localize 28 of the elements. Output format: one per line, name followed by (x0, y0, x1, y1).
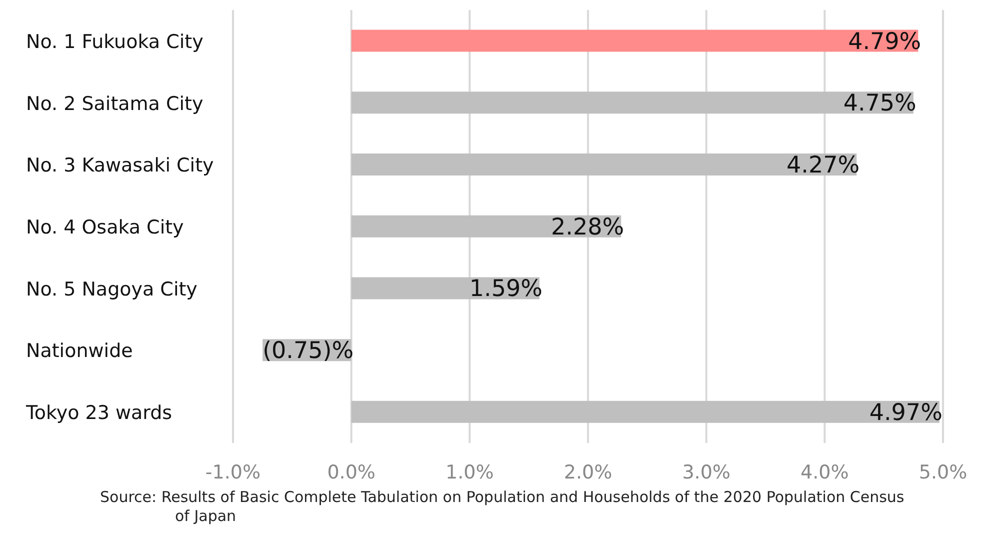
bar (351, 30, 918, 52)
x-tick-label: 4.0% (800, 461, 849, 484)
x-tick-label: -1.0% (205, 461, 261, 484)
bar (351, 277, 540, 300)
y-tick-label: No. 2 Saitama City (26, 92, 204, 115)
x-tick-label: 3.0% (682, 461, 730, 484)
bar (351, 92, 914, 114)
y-tick-label: Tokyo 23 wards (25, 402, 172, 424)
x-tick-label: 1.0% (446, 461, 494, 484)
data-label: 1.59% (469, 276, 542, 302)
x-tick-label: 2.0% (564, 461, 612, 484)
data-label: 4.75% (843, 90, 916, 117)
y-tick-label: Nationwide (26, 340, 133, 362)
data-label: 4.97% (869, 400, 942, 426)
bar (351, 154, 857, 176)
x-tick-label: 5.0% (918, 461, 968, 484)
source-note: Source: Results of Basic Complete Tabulation on Population and Households of the 2020 Population Census of Japan (100, 488, 906, 526)
bar (351, 400, 940, 423)
bar (351, 215, 622, 238)
y-tick-label: No. 3 Kawasaki City (26, 154, 214, 177)
y-tick-label: No. 4 Osaka City (26, 216, 184, 238)
data-label: 4.27% (786, 152, 860, 179)
data-label: 4.79% (848, 28, 922, 55)
x-tick-label: 0.0% (327, 461, 376, 484)
y-tick-label: No. 5 Nagoya City (26, 278, 198, 300)
data-label: 2.28% (551, 214, 624, 240)
data-label: (0.75)% (262, 338, 354, 364)
y-tick-label: No. 1 Fukuoka City (26, 30, 204, 53)
